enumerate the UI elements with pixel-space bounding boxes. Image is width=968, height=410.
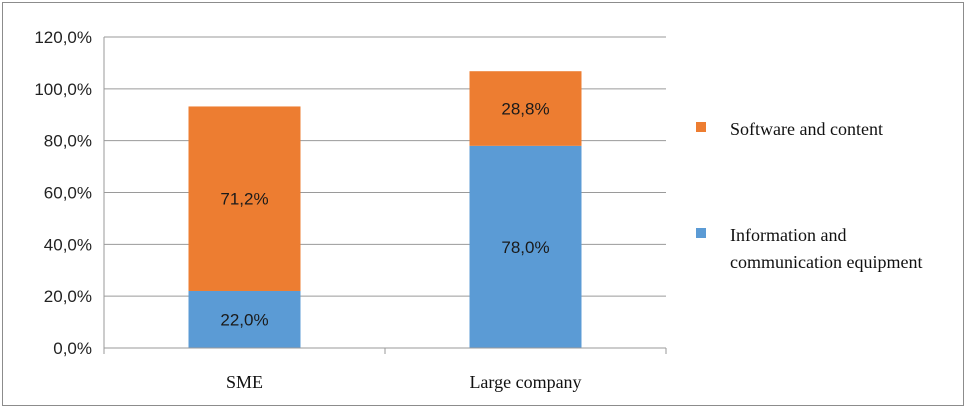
legend-swatch	[696, 228, 706, 238]
y-tick-label: 40,0%	[44, 235, 92, 254]
data-label: 78,0%	[501, 238, 549, 257]
legend-label: communication equipment	[730, 252, 922, 272]
bar-segment	[188, 290, 301, 348]
legend-label: Software and content	[730, 119, 883, 139]
data-label: 28,8%	[501, 100, 549, 119]
data-label: 71,2%	[220, 190, 268, 209]
y-tick-label: 20,0%	[44, 287, 92, 306]
bar-segment	[469, 71, 582, 146]
y-tick-label: 60,0%	[44, 184, 92, 203]
y-tick-label: 0,0%	[53, 339, 92, 358]
y-tick-label: 120,0%	[34, 28, 92, 47]
legend-swatch	[696, 122, 706, 132]
y-tick-label: 100,0%	[34, 80, 92, 99]
y-tick-label: 80,0%	[44, 132, 92, 151]
bar-segment	[469, 145, 582, 348]
data-label: 22,0%	[220, 310, 268, 329]
legend-label: Information and	[730, 225, 846, 245]
x-category-label: SME	[226, 372, 263, 392]
x-category-label: Large company	[469, 372, 581, 392]
bar-segment	[188, 106, 301, 291]
